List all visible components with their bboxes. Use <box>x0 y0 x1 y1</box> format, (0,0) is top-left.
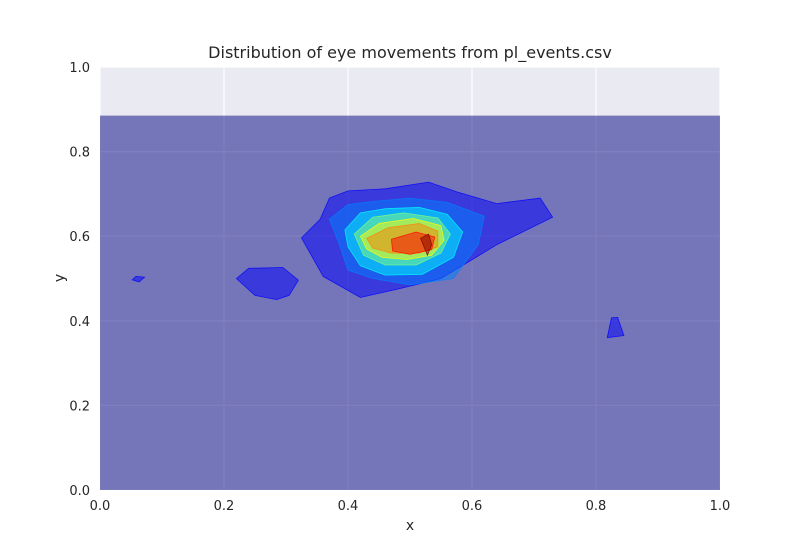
y-tick-label-0: 0.0 <box>69 484 90 499</box>
y-axis-label: y <box>52 274 68 282</box>
contour-layer <box>100 115 720 490</box>
contour-level-1-region-3 <box>606 316 625 339</box>
y-tick-label-5: 1.0 <box>69 61 90 76</box>
y-tick-label-1: 0.2 <box>69 399 90 414</box>
y-tick-label-2: 0.4 <box>69 315 90 330</box>
chart-title: Distribution of eye movements from pl_ev… <box>208 43 612 63</box>
x-axis-ticks: 0.0 0.2 0.4 0.6 0.8 1.0 <box>90 499 731 514</box>
y-axis-ticks: 0.0 0.2 0.4 0.6 0.8 1.0 <box>69 61 90 499</box>
x-tick-label-2: 0.4 <box>338 499 359 514</box>
x-tick-label-3: 0.6 <box>462 499 483 514</box>
contour-level-1-region-1 <box>235 267 299 301</box>
x-tick-label-0: 0.0 <box>90 499 111 514</box>
y-tick-label-4: 0.8 <box>69 146 90 161</box>
x-tick-label-4: 0.8 <box>586 499 607 514</box>
contour-level-1-region-2 <box>131 275 146 283</box>
x-tick-label-5: 1.0 <box>710 499 731 514</box>
y-tick-label-3: 0.6 <box>69 230 90 245</box>
x-axis-label: x <box>406 518 414 534</box>
x-tick-label-1: 0.2 <box>214 499 235 514</box>
contour-level-0-region-0 <box>100 115 720 490</box>
contour-level-8-region-0 <box>419 233 433 257</box>
